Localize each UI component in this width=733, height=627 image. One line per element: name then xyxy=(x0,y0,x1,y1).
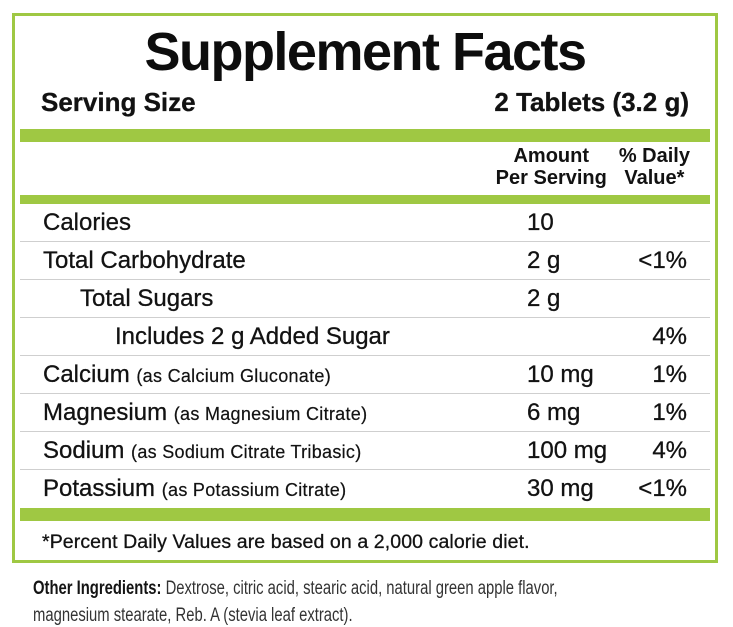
nutrient-source: (as Calcium Gluconate) xyxy=(136,365,332,386)
serving-size-value: 2 Tablets (3.2 g) xyxy=(494,87,689,118)
nutrient-name: Total Carbohydrate xyxy=(43,246,246,274)
nutrient-name: Potassium xyxy=(43,475,156,503)
daily-value: 4% xyxy=(652,436,687,464)
table-row-calories: Calories 10 xyxy=(20,204,710,243)
amount-value: 6 mg xyxy=(527,398,581,426)
daily-value: 1% xyxy=(652,360,687,388)
table-row-sodium: Sodium (as Sodium Citrate Tribasic) 100 … xyxy=(20,432,710,471)
daily-value: <1% xyxy=(638,475,687,503)
daily-value: 4% xyxy=(652,322,687,350)
daily-value-footnote: *Percent Daily Values are based on a 2,0… xyxy=(42,531,530,554)
other-ingredients-line2: magnesium stearate, Reb. A (stevia leaf … xyxy=(33,604,353,626)
table-row-magnesium: Magnesium (as Magnesium Citrate) 6 mg 1% xyxy=(20,394,710,433)
nutrient-table: Calories 10 Total Carbohydrate 2 g <1% T… xyxy=(15,204,715,508)
panel-title: Supplement Facts xyxy=(144,22,587,82)
nutrient-name: Sodium xyxy=(43,436,125,464)
serving-size-row: Serving Size 2 Tablets (3.2 g) xyxy=(15,87,715,118)
daily-value: 1% xyxy=(652,398,687,426)
nutrient-name: Magnesium xyxy=(43,398,168,426)
amount-value: 100 mg xyxy=(527,436,608,464)
table-row-total-sugars: Total Sugars 2 g xyxy=(20,280,710,319)
divider-bar-top xyxy=(20,129,710,143)
column-headers: Amount Per Serving % Daily Value* xyxy=(15,142,715,195)
nutrient-source: (as Potassium Citrate) xyxy=(161,480,347,501)
serving-size-label: Serving Size xyxy=(41,87,196,118)
divider-bar-header xyxy=(20,195,710,205)
amount-value: 10 xyxy=(527,208,554,236)
table-row-added-sugar: Includes 2 g Added Sugar 4% xyxy=(20,318,710,357)
daily-value: <1% xyxy=(638,246,687,274)
nutrient-name: Total Sugars xyxy=(80,284,214,312)
amount-value: 10 mg xyxy=(527,360,594,388)
table-row-potassium: Potassium (as Potassium Citrate) 30 mg <… xyxy=(20,470,710,508)
supplement-facts-panel: Supplement Facts Serving Size 2 Tablets … xyxy=(12,13,718,563)
nutrient-name: Calories xyxy=(43,208,132,236)
other-ingredients-label: Other Ingredients: xyxy=(33,578,162,599)
nutrient-source: (as Sodium Citrate Tribasic) xyxy=(131,441,362,462)
nutrient-name: Calcium xyxy=(43,360,130,388)
divider-bar-bottom xyxy=(20,508,710,522)
amount-value: 2 g xyxy=(527,246,561,274)
amount-value: 30 mg xyxy=(527,475,594,503)
table-row-calcium: Calcium (as Calcium Gluconate) 10 mg 1% xyxy=(20,356,710,395)
column-header-amount: Amount Per Serving xyxy=(495,145,607,189)
table-row-total-carbohydrate: Total Carbohydrate 2 g <1% xyxy=(20,242,710,281)
nutrient-name: Includes 2 g Added Sugar xyxy=(115,322,390,350)
nutrient-source: (as Magnesium Citrate) xyxy=(173,403,368,424)
amount-value: 2 g xyxy=(527,284,561,312)
other-ingredients-section: Other Ingredients: Dextrose, citric acid… xyxy=(33,576,733,627)
other-ingredients-line1: Dextrose, citric acid, stearic acid, nat… xyxy=(165,578,558,599)
column-header-daily-value: % Daily Value* xyxy=(618,145,690,189)
